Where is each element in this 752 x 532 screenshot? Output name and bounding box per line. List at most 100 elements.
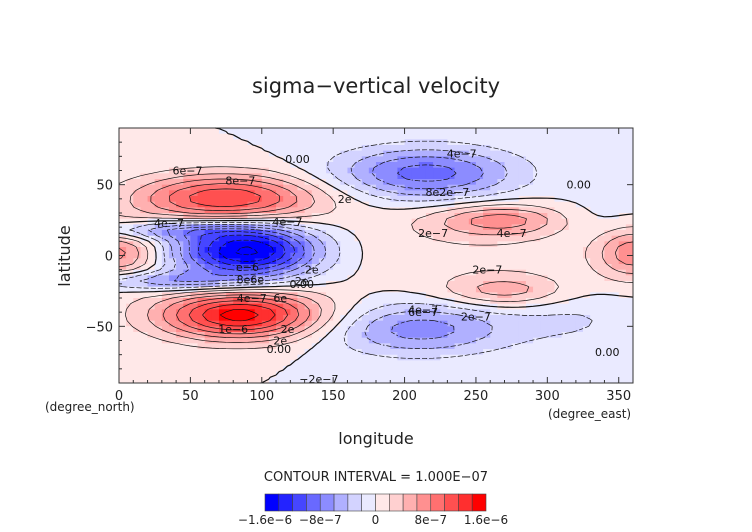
heatmap-cell [461,275,470,282]
heatmap-cell [568,292,577,299]
heatmap-cell [268,247,277,254]
heatmap-cell [440,269,448,276]
contour-label: 4e−7 [154,217,184,230]
heatmap-cell [540,366,548,373]
heatmap-cell [433,179,441,186]
contour-label: e−6 [236,261,259,274]
heatmap-cell [183,264,191,271]
heatmap-cell [618,247,627,254]
heatmap-cell [383,224,391,231]
heatmap-cell [376,275,384,282]
heatmap-cell [226,337,234,344]
heatmap-cell [440,139,448,146]
heatmap-cell [340,179,348,186]
heatmap-cell [540,179,548,186]
heatmap-cell [176,360,184,367]
heatmap-cell [561,320,570,327]
heatmap-cell [133,377,141,384]
heatmap-cell [411,173,420,180]
heatmap-cell [590,366,598,373]
heatmap-cell [218,298,227,305]
heatmap-cell [604,139,612,146]
heatmap-cell [483,128,491,135]
heatmap-cell [397,150,405,157]
heatmap-cell [311,128,320,135]
heatmap-cell [233,264,241,271]
heatmap-cell [583,150,591,157]
heatmap-cell [461,173,470,180]
heatmap-cell [176,128,184,135]
heatmap-cell [333,360,341,367]
heatmap-cell [211,326,220,333]
heatmap-cell [504,247,513,254]
heatmap-cell [290,275,298,282]
heatmap-cell [618,235,627,242]
heatmap-cell [540,196,548,203]
heatmap-cell [147,309,156,316]
heatmap-cell [425,150,434,157]
heatmap-cell [183,201,191,208]
heatmap-cell [497,184,505,191]
heatmap-cell [176,377,184,384]
heatmap-cell [547,145,555,152]
heatmap-cell [290,303,298,310]
heatmap-cell [440,179,448,186]
heatmap-cell [233,139,241,146]
heatmap-cell [575,303,584,310]
heatmap-cell [190,162,198,169]
heatmap-cell [575,218,584,225]
heatmap-cell [376,326,384,333]
heatmap-cell [597,145,605,152]
heatmap-cell [611,150,620,157]
heatmap-cell [475,281,484,288]
heatmap-cell [547,224,555,231]
heatmap-cell [154,349,163,356]
heatmap-cell [126,252,134,259]
heatmap-cell [504,275,513,282]
heatmap-cell [404,133,413,140]
heatmap-cell [397,167,405,174]
heatmap-cell [568,167,577,174]
heatmap-cell [290,213,298,220]
heatmap-cell [625,162,634,169]
heatmap-cell [276,258,284,265]
heatmap-cell [404,179,413,186]
heatmap-cell [447,269,455,276]
heatmap-cell [547,264,555,271]
heatmap-cell [290,145,298,152]
heatmap-cell [504,207,513,214]
heatmap-cell [340,371,348,378]
heatmap-cell [326,241,334,248]
heatmap-cell [547,332,555,339]
heatmap-cell [390,258,398,265]
heatmap-cell [197,315,206,322]
heatmap-cell [183,332,191,339]
heatmap-cell [276,309,284,316]
heatmap-cell [468,196,477,203]
heatmap-cell [440,145,448,152]
heatmap-cell [318,247,327,254]
heatmap-cell [618,377,627,384]
heatmap-cell [397,145,405,152]
heatmap-cell [347,320,355,327]
heatmap-cell [361,281,370,288]
heatmap-cell [475,207,484,214]
heatmap-cell [525,139,534,146]
heatmap-cell [218,184,227,191]
heatmap-cell [226,366,234,373]
heatmap-cell [590,133,598,140]
heatmap-cell [604,224,612,231]
heatmap-cell [376,241,384,248]
heatmap-cell [583,230,591,237]
heatmap-cell [311,230,320,237]
contour-label: 2e [281,323,295,336]
heatmap-cell [268,133,277,140]
heatmap-cell [547,139,555,146]
heatmap-cell [290,315,298,322]
colorbar-swatch [375,493,390,512]
heatmap-cell [333,230,341,237]
heatmap-cell [268,235,277,242]
heatmap-cell [383,275,391,282]
heatmap-cell [540,264,548,271]
heatmap-cell [483,145,491,152]
